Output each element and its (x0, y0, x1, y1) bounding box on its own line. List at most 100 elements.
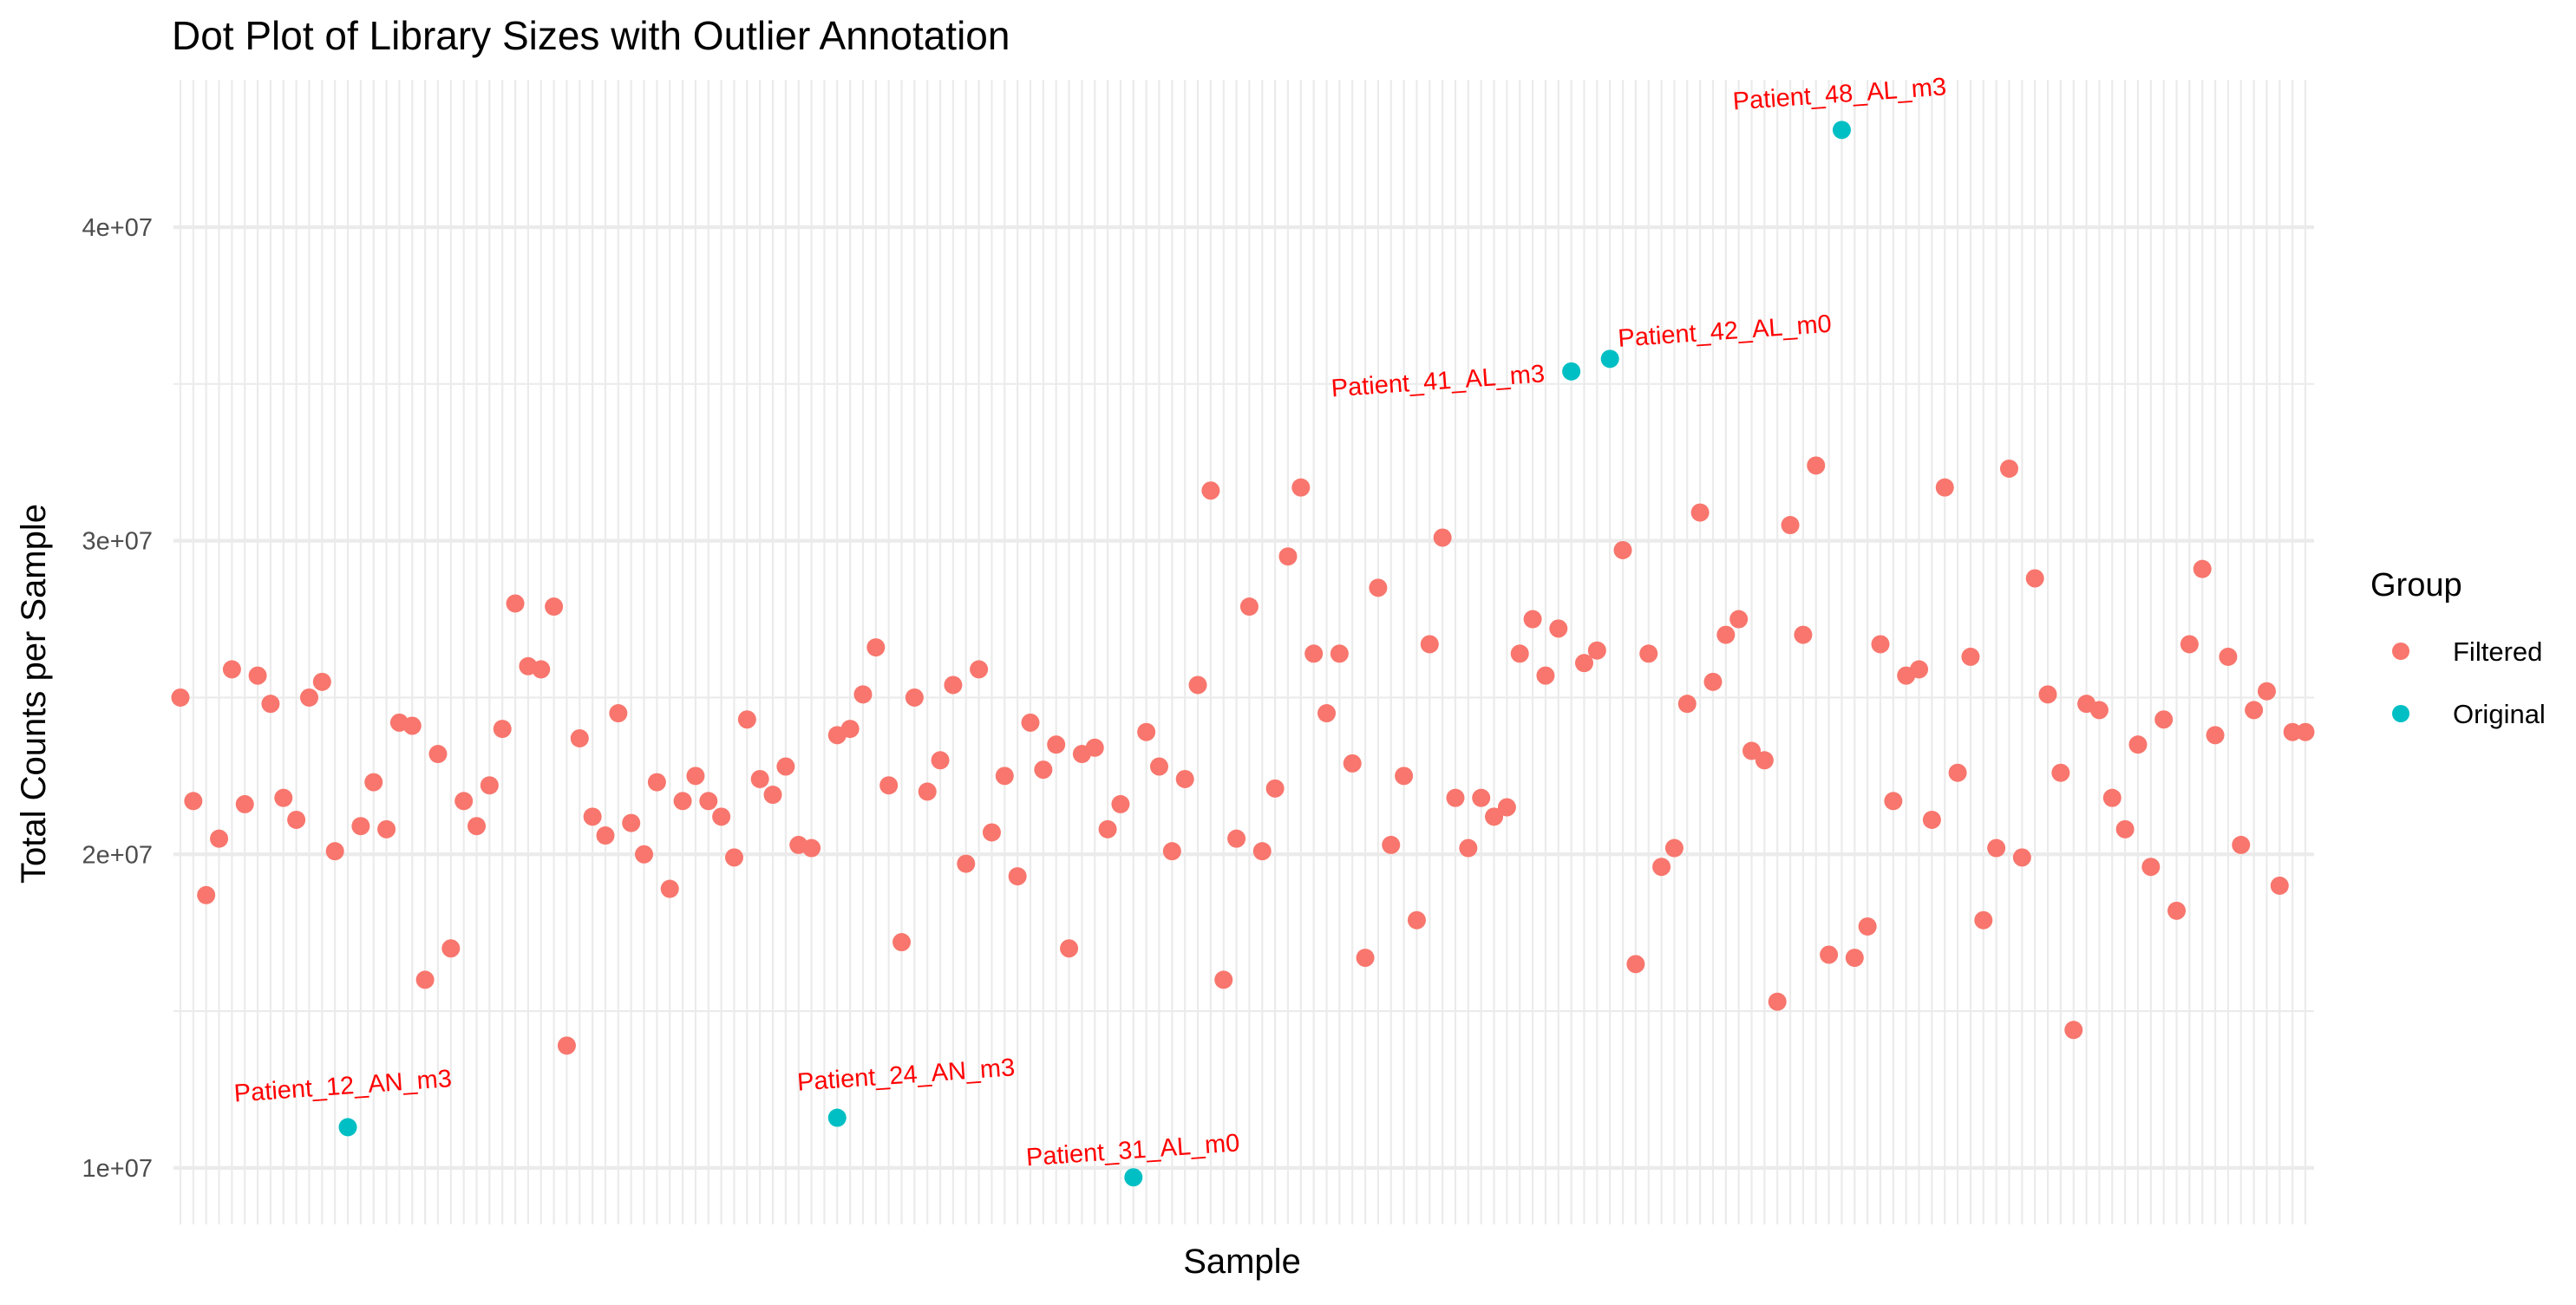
filtered-point (712, 807, 731, 826)
filtered-point (1677, 695, 1697, 714)
filtered-point (1974, 910, 1993, 930)
filtered-point (557, 1036, 576, 1055)
filtered-point (1472, 788, 1491, 807)
filtered-point (1085, 738, 1104, 757)
filtered-point (402, 716, 422, 735)
filtered-point (686, 767, 705, 786)
filtered-point (1639, 644, 1658, 663)
filtered-point (1794, 625, 1813, 644)
filtered-point (570, 728, 589, 747)
filtered-point (364, 773, 383, 792)
filtered-point (493, 720, 512, 739)
filtered-point (1395, 767, 1414, 786)
filtered-point (2296, 722, 2315, 741)
filtered-point (866, 638, 886, 657)
filtered-point (1652, 858, 1671, 877)
filtered-point (1008, 867, 1027, 886)
legend-label-filtered: Filtered (2453, 636, 2542, 667)
filtered-point (1613, 540, 1632, 559)
filtered-point (1304, 644, 1324, 663)
filtered-point (918, 782, 937, 801)
filtered-point (622, 813, 641, 832)
filtered-point (1485, 807, 1504, 826)
filtered-point (1729, 610, 1749, 629)
original-point (338, 1118, 357, 1137)
filtered-point (2257, 682, 2276, 701)
filtered-point (2232, 835, 2251, 854)
filtered-point (261, 695, 280, 714)
filtered-point (699, 792, 718, 811)
filtered-point (776, 757, 795, 776)
filtered-point (596, 826, 615, 845)
filtered-point (2283, 722, 2302, 741)
filtered-point (2128, 735, 2148, 754)
filtered-point (1871, 635, 1890, 654)
filtered-point (2012, 848, 2031, 867)
filtered-point (1060, 939, 1079, 958)
filtered-point (647, 773, 666, 792)
original-point (1600, 349, 1619, 369)
filtered-point (1626, 955, 1645, 974)
filtered-point (957, 854, 976, 873)
filtered-point (2245, 701, 2264, 720)
filtered-point (1742, 741, 1762, 760)
filtered-point (415, 970, 435, 989)
filtered-point (197, 885, 216, 904)
filtered-point (325, 842, 344, 861)
filtered-point (853, 685, 873, 704)
filtered-point (467, 817, 487, 836)
legend-label-original: Original (2453, 699, 2546, 729)
outlier-label: Patient_24_AN_m3 (796, 1054, 1016, 1096)
filtered-point (892, 933, 912, 952)
filtered-point (1768, 992, 1787, 1011)
filtered-point (1239, 597, 1259, 617)
filtered-point (1858, 917, 1877, 936)
legend-key-original (2392, 705, 2409, 722)
y-tick-label: 4e+07 (82, 214, 153, 242)
filtered-point (1574, 654, 1593, 673)
filtered-point (2051, 763, 2070, 782)
filtered-point (184, 792, 203, 811)
filtered-point (1356, 949, 1375, 968)
filtered-point (724, 848, 743, 867)
filtered-point (2167, 901, 2187, 920)
legend-key-filtered (2392, 643, 2409, 660)
filtered-point (2115, 819, 2135, 838)
filtered-point (1948, 763, 1967, 782)
filtered-point (1149, 757, 1168, 776)
filtered-point (2089, 701, 2109, 720)
y-tick-label: 1e+07 (82, 1155, 153, 1183)
filtered-point (1034, 760, 1053, 780)
grid (173, 80, 2314, 1224)
filtered-point (2270, 876, 2289, 895)
filtered-point (1807, 456, 1826, 475)
filtered-point (2064, 1021, 2083, 1040)
filtered-point (673, 792, 692, 811)
chart-title: Dot Plot of Library Sizes with Outlier A… (172, 13, 1010, 58)
filtered-point (1420, 635, 1439, 654)
filtered-point (210, 829, 229, 848)
filtered-point (1278, 547, 1298, 566)
filtered-point (1369, 578, 1388, 597)
filtered-point (1587, 641, 1606, 660)
filtered-point (2038, 685, 2057, 704)
original-point (1832, 121, 1851, 140)
filtered-point (1252, 842, 1272, 861)
filtered-point (1845, 949, 1864, 968)
filtered-point (2141, 858, 2161, 877)
filtered-point (287, 810, 306, 829)
filtered-point (2154, 710, 2174, 729)
filtered-point (1265, 779, 1285, 798)
filtered-point (1884, 792, 1903, 811)
filtered-point (2180, 635, 2199, 654)
filtered-point (840, 720, 860, 739)
original-point (1562, 362, 1581, 381)
filtered-point (351, 817, 370, 836)
filtered-point (454, 792, 474, 811)
original-point (827, 1108, 847, 1127)
filtered-point (1227, 829, 1246, 848)
filtered-point (1999, 459, 2018, 478)
data-points (171, 121, 2315, 1187)
filtered-point (1987, 838, 2006, 858)
